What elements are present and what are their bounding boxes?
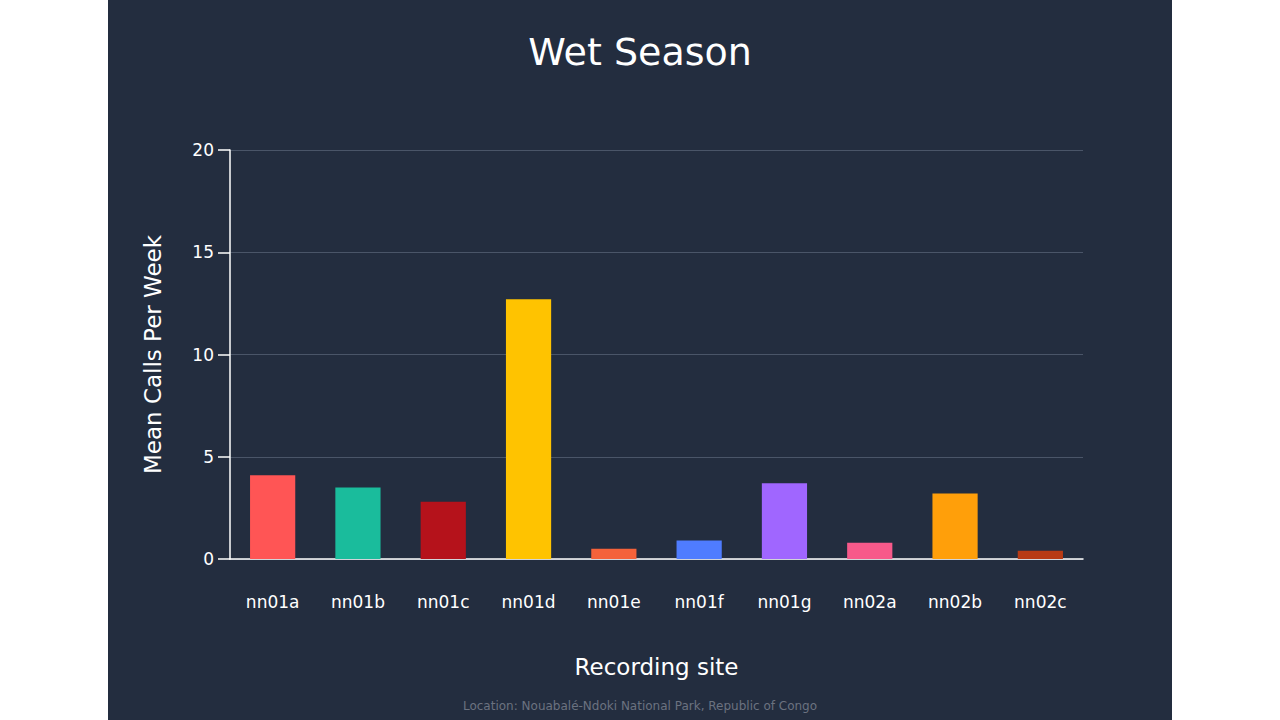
svg-text:nn01b: nn01b [331,592,385,612]
svg-text:nn01f: nn01f [675,592,725,612]
svg-text:nn02c: nn02c [1014,592,1067,612]
svg-text:Wet Season: Wet Season [528,30,752,74]
svg-text:nn01e: nn01e [587,592,641,612]
svg-text:5: 5 [203,447,214,467]
svg-text:Location: Nouabalé-Ndoki Natio: Location: Nouabalé-Ndoki National Park, … [463,699,817,713]
svg-text:nn01a: nn01a [246,592,300,612]
svg-text:nn01d: nn01d [502,592,556,612]
svg-text:10: 10 [192,345,214,365]
svg-text:nn02a: nn02a [843,592,897,612]
svg-text:20: 20 [192,140,214,160]
svg-text:Recording site: Recording site [575,654,739,680]
svg-text:Mean Calls Per Week: Mean Calls Per Week [140,234,166,474]
svg-text:nn01c: nn01c [417,592,470,612]
svg-text:nn02b: nn02b [928,592,982,612]
svg-text:15: 15 [192,242,214,262]
svg-text:nn01g: nn01g [757,592,811,612]
svg-text:0: 0 [203,549,214,569]
